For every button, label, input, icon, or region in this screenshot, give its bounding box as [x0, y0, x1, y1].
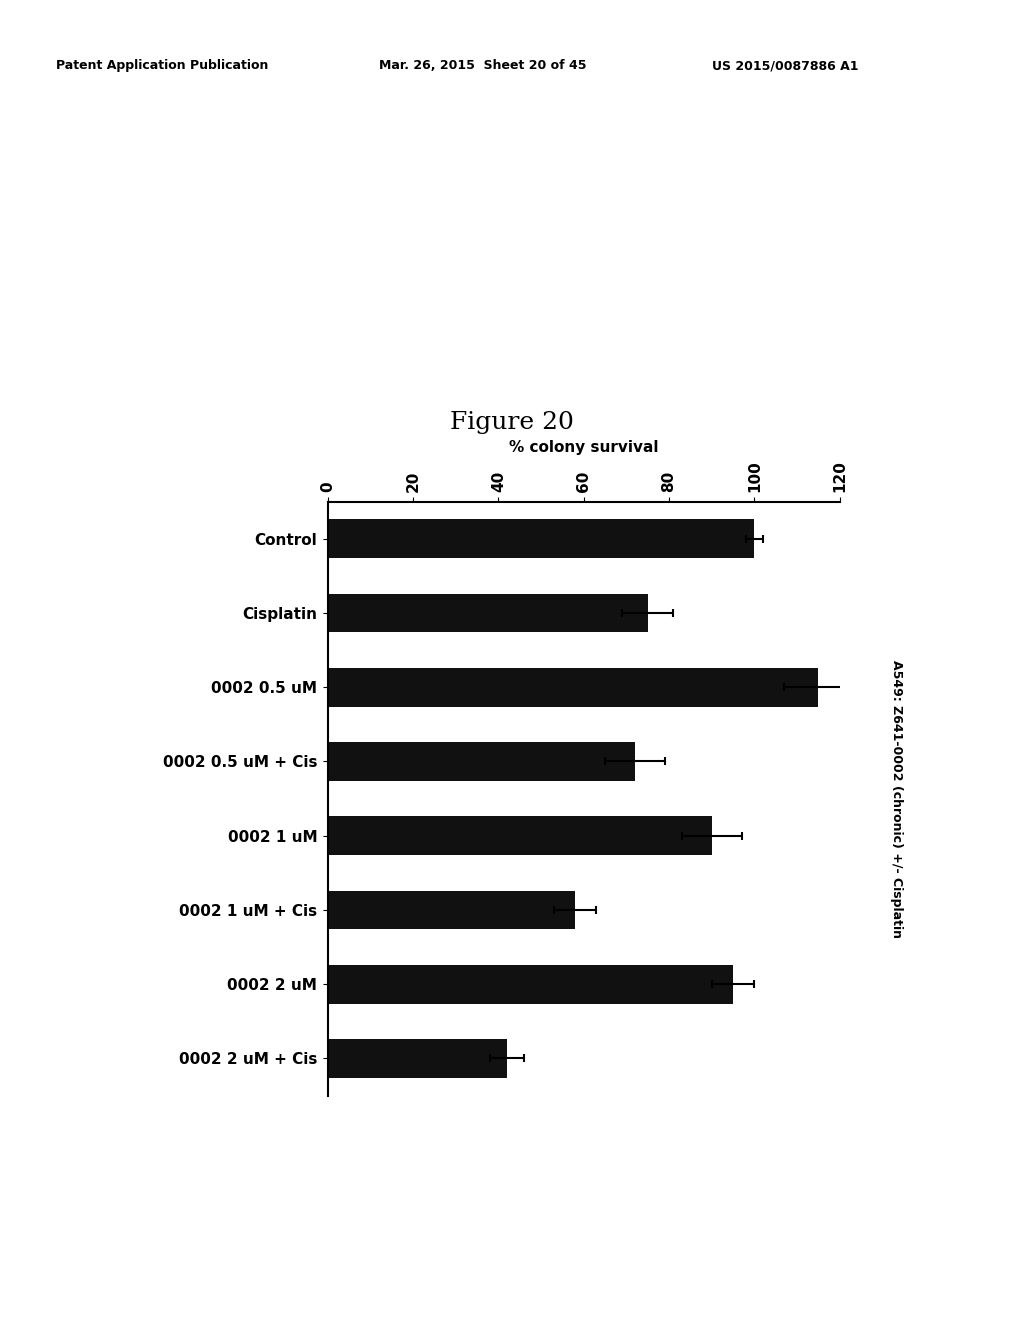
Text: US 2015/0087886 A1: US 2015/0087886 A1	[712, 59, 858, 73]
Bar	[328, 594, 648, 632]
Bar	[328, 891, 575, 929]
Text: Figure 20: Figure 20	[451, 411, 573, 434]
X-axis label: % colony survival: % colony survival	[509, 440, 658, 454]
Bar	[328, 816, 712, 855]
Text: A549: Z641-0002 (chronic) +/- Cisplatin: A549: Z641-0002 (chronic) +/- Cisplatin	[890, 660, 902, 937]
Bar	[328, 519, 755, 558]
Text: Mar. 26, 2015  Sheet 20 of 45: Mar. 26, 2015 Sheet 20 of 45	[379, 59, 587, 73]
Text: Patent Application Publication: Patent Application Publication	[56, 59, 268, 73]
Bar	[328, 965, 733, 1003]
Bar	[328, 668, 818, 706]
Bar	[328, 1039, 507, 1077]
Bar	[328, 742, 635, 780]
